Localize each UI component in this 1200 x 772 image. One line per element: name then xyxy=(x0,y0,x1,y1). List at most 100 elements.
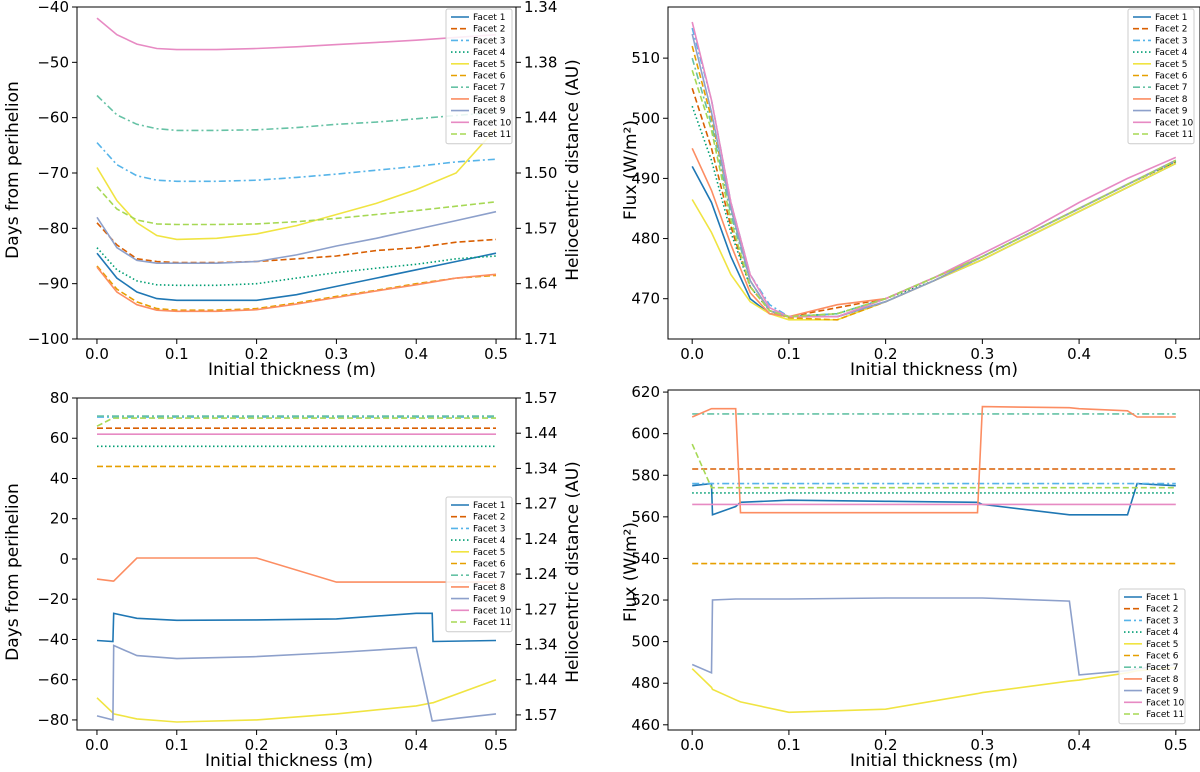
x-tick-label: 0.3 xyxy=(324,736,348,754)
legend-label: Facet 2 xyxy=(473,513,505,523)
y-tick-label: 40 xyxy=(50,469,69,487)
right-tick-label: 1.34 xyxy=(524,635,557,653)
y-tick-label: 560 xyxy=(631,508,660,526)
legend-label: Facet 7 xyxy=(473,83,505,93)
right-tick-label: 1.44 xyxy=(524,424,557,442)
y-tick-label: −60 xyxy=(37,109,69,127)
panel-top-right: Flux (W/m²) Initial thickness (m) 0.0 0.1… xyxy=(621,6,1200,380)
xlabel: Initial thickness (m) xyxy=(850,751,1018,771)
y-tick-label: 500 xyxy=(631,109,660,127)
series-line-facet-5 xyxy=(691,666,1176,714)
y-tick-label: 620 xyxy=(631,383,660,401)
legend-label: Facet 3 xyxy=(1146,616,1178,626)
y-tick-label: 480 xyxy=(631,674,660,692)
x-tick-label: 0.3 xyxy=(970,736,994,754)
series-line-facet-9 xyxy=(96,210,497,265)
legend-label: Facet 4 xyxy=(473,48,506,58)
series-line-facet-3 xyxy=(691,27,1177,318)
series-line-facet-5 xyxy=(96,128,497,241)
right-tick-label: 1.34 xyxy=(524,459,557,477)
ylabel-right: Heliocentric distance (AU) xyxy=(563,59,583,281)
x-tick-label: 0.3 xyxy=(970,345,994,363)
legend-label: Facet 10 xyxy=(473,118,511,128)
series-line-facet-8 xyxy=(96,557,496,583)
legend-label: Facet 8 xyxy=(473,583,506,593)
x-tick-label: 0.4 xyxy=(1067,345,1091,363)
y-tick-label: −50 xyxy=(37,53,69,71)
y-tick-label: 80 xyxy=(50,389,69,407)
plot-frame xyxy=(76,397,517,731)
x-tick-label: 0.0 xyxy=(85,736,109,754)
legend-label: Facet 9 xyxy=(1146,687,1179,697)
x-tick-label: 0.2 xyxy=(245,736,269,754)
legend-label: Facet 1 xyxy=(1146,593,1178,603)
legend-label: Facet 8 xyxy=(1155,95,1188,105)
right-tick-label: 1.24 xyxy=(524,530,557,548)
ylabel: Flux (W/m²) xyxy=(621,120,641,220)
legend-label: Facet 2 xyxy=(1155,25,1187,35)
right-tick-label: 1.27 xyxy=(524,495,557,513)
series-line-facet-11 xyxy=(96,186,497,226)
legend-label: Facet 8 xyxy=(473,95,506,105)
legend-label: Facet 9 xyxy=(473,107,506,117)
y-tick-label: 460 xyxy=(631,716,660,734)
legend-label: Facet 1 xyxy=(473,13,505,23)
x-tick-label: 0.5 xyxy=(484,736,508,754)
y-tick-label: 480 xyxy=(631,230,660,248)
y-tick-label: −90 xyxy=(37,275,69,293)
series-line-facet-6 xyxy=(691,45,1177,321)
legend-label: Facet 9 xyxy=(1155,107,1188,117)
legend-label: Facet 2 xyxy=(473,25,505,35)
legend-label: Facet 5 xyxy=(1155,60,1187,70)
series-line-facet-2 xyxy=(96,222,497,264)
x-tick-label: 0.0 xyxy=(680,345,704,363)
legend-label: Facet 4 xyxy=(473,536,506,546)
x-tick-label: 0.5 xyxy=(1164,345,1188,363)
y-tick-label: −60 xyxy=(37,671,69,689)
y-tick-label: −40 xyxy=(37,630,69,648)
ylabel: Days from perihelion xyxy=(3,81,23,259)
series-line-facet-1 xyxy=(96,612,497,643)
series-line-facet-1 xyxy=(691,162,1177,318)
x-tick-label: 0.5 xyxy=(484,345,508,363)
series-line-facet-8 xyxy=(96,266,497,313)
x-tick-label: 0.3 xyxy=(324,345,348,363)
x-tick-label: 0.5 xyxy=(1164,736,1188,754)
legend-label: Facet 4 xyxy=(1146,628,1179,638)
legend-label: Facet 7 xyxy=(1146,663,1178,673)
y-tick-label: 60 xyxy=(50,429,69,447)
y-tick-label: 490 xyxy=(631,169,660,187)
ylabel-right: Heliocentric distance (AU) xyxy=(563,461,583,683)
series-group xyxy=(691,21,1177,321)
legend-label: Facet 6 xyxy=(1155,72,1188,82)
right-tick-label: 1.34 xyxy=(524,0,557,16)
x-tick-label: 0.2 xyxy=(874,736,898,754)
series-group xyxy=(96,415,497,723)
x-tick-label: 0.2 xyxy=(874,345,898,363)
plot-frame xyxy=(667,6,1200,340)
legend-label: Facet 11 xyxy=(473,130,511,140)
series-line-facet-9 xyxy=(691,597,1176,676)
legend-label: Facet 5 xyxy=(473,548,505,558)
series-line-facet-11 xyxy=(96,417,496,427)
y-tick-label: 600 xyxy=(631,425,660,443)
right-tick-label: 1.38 xyxy=(524,53,557,71)
series-line-facet-11 xyxy=(691,443,1176,489)
legend-label: Facet 10 xyxy=(1155,118,1193,128)
legend-label: Facet 10 xyxy=(473,606,511,616)
x-tick-label: 0.1 xyxy=(777,345,801,363)
legend-label: Facet 3 xyxy=(1155,36,1187,46)
x-tick-label: 0.4 xyxy=(1067,736,1091,754)
legend-label: Facet 11 xyxy=(1155,130,1193,140)
series-line-facet-7 xyxy=(96,94,497,132)
xlabel: Initial thickness (m) xyxy=(208,360,376,380)
series-line-facet-1 xyxy=(96,252,497,302)
x-tick-label: 0.1 xyxy=(777,736,801,754)
legend-label: Facet 6 xyxy=(1146,652,1179,662)
series-line-facet-8 xyxy=(691,405,1176,514)
legend-label: Facet 7 xyxy=(473,571,505,581)
